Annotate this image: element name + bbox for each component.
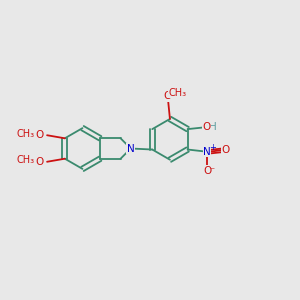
Text: O: O — [164, 91, 172, 101]
Text: O: O — [35, 130, 44, 140]
Text: +: + — [209, 143, 216, 152]
Text: H: H — [208, 122, 216, 132]
Text: O: O — [35, 157, 44, 167]
Text: CH₃: CH₃ — [16, 155, 34, 165]
Text: ⁻: ⁻ — [209, 167, 214, 176]
Text: O: O — [202, 122, 211, 132]
Text: N: N — [203, 147, 211, 157]
Text: CH₃: CH₃ — [16, 129, 34, 139]
Text: O: O — [222, 145, 230, 155]
Text: CH₃: CH₃ — [168, 88, 187, 98]
Text: O: O — [203, 166, 211, 176]
Text: N: N — [127, 143, 135, 154]
